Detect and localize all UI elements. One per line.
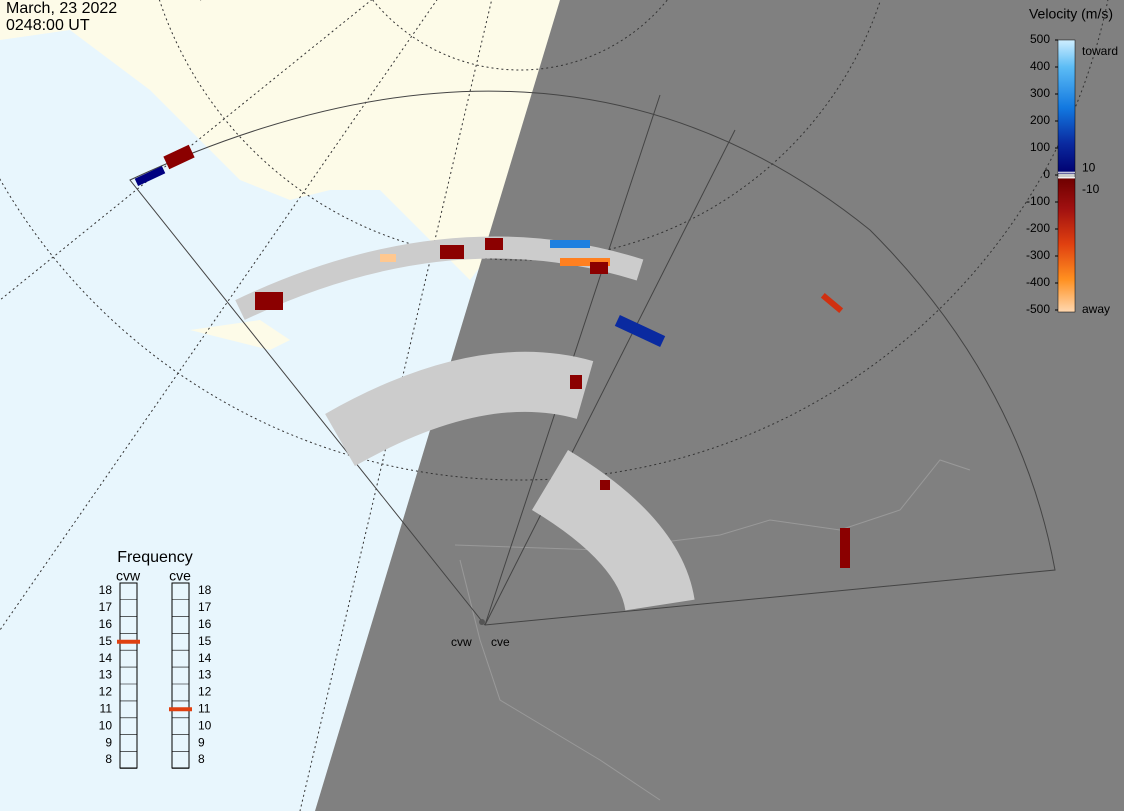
frequency-tick-label: 13 bbox=[198, 668, 212, 682]
frequency-tick-label: 10 bbox=[99, 718, 113, 732]
frequency-tick-label: 9 bbox=[198, 735, 205, 749]
beam-edge bbox=[484, 129, 736, 626]
frequency-title: Frequency bbox=[117, 549, 193, 566]
colorbar-title: Velocity (m/s) bbox=[1029, 6, 1113, 22]
colorbar-tick-label: -300 bbox=[1026, 248, 1050, 262]
colorbar-tick-label: -400 bbox=[1026, 275, 1050, 289]
site-label: cvw bbox=[451, 635, 472, 649]
frequency-tick-label: 16 bbox=[99, 617, 113, 631]
colorbar-tick-label: 0 bbox=[1043, 167, 1050, 181]
land bbox=[0, 0, 560, 280]
frequency-tick-label: 13 bbox=[99, 668, 113, 682]
radar-site bbox=[479, 619, 485, 625]
frequency-tick-label: 18 bbox=[198, 583, 212, 597]
frequency-tick-label: 14 bbox=[99, 651, 113, 665]
frequency-tick-label: 9 bbox=[105, 735, 112, 749]
frequency-tick-label: 8 bbox=[198, 752, 205, 766]
radar-name: cve bbox=[169, 568, 191, 584]
frequency-tick-label: 10 bbox=[198, 718, 212, 732]
frequency-tick-label: 15 bbox=[198, 634, 212, 648]
radar-name: cvw bbox=[116, 568, 141, 584]
frequency-tick-label: 16 bbox=[198, 617, 212, 631]
date: March, 23 2022 bbox=[6, 0, 117, 17]
frequency-tick-label: 14 bbox=[198, 651, 212, 665]
colorbar-tick-label: -10 bbox=[1082, 182, 1100, 196]
frequency-scale bbox=[119, 582, 138, 769]
colorbar-tick-label: -100 bbox=[1026, 194, 1050, 208]
land bbox=[190, 320, 290, 350]
radar-fov bbox=[129, 90, 1056, 626]
frequency-scale bbox=[171, 582, 190, 769]
away-label: away bbox=[1082, 302, 1110, 316]
frequency-tick-label: 17 bbox=[198, 600, 212, 614]
colorbar bbox=[1057, 39, 1076, 313]
frequency-tick-label: 12 bbox=[99, 685, 113, 699]
frequency-tick-label: 11 bbox=[198, 701, 211, 715]
toward-label: toward bbox=[1082, 44, 1118, 58]
night-side bbox=[315, 0, 1124, 811]
colorbar-tick-label: -200 bbox=[1026, 221, 1050, 235]
frequency-tick-label: 12 bbox=[198, 685, 212, 699]
echo-cells bbox=[134, 144, 850, 568]
colorbar-tick-label: -500 bbox=[1026, 302, 1050, 316]
frequency-tick-label: 15 bbox=[99, 634, 113, 648]
colorbar-tick-label: 10 bbox=[1082, 160, 1096, 174]
colorbar-tick-label: 300 bbox=[1030, 86, 1050, 100]
frequency-tick-label: 18 bbox=[99, 583, 113, 597]
colorbar-tick-label: 200 bbox=[1030, 113, 1050, 127]
frequency-tick-label: 17 bbox=[99, 600, 113, 614]
colorbar-tick-label: 400 bbox=[1030, 59, 1050, 73]
time: 0248:00 UT bbox=[6, 17, 90, 34]
colorbar-tick-label: 500 bbox=[1030, 32, 1050, 46]
frequency-tick-label: 8 bbox=[105, 752, 112, 766]
site-label: cve bbox=[491, 635, 510, 649]
frequency-tick-label: 11 bbox=[100, 701, 113, 715]
colorbar-tick-label: 100 bbox=[1030, 140, 1050, 154]
